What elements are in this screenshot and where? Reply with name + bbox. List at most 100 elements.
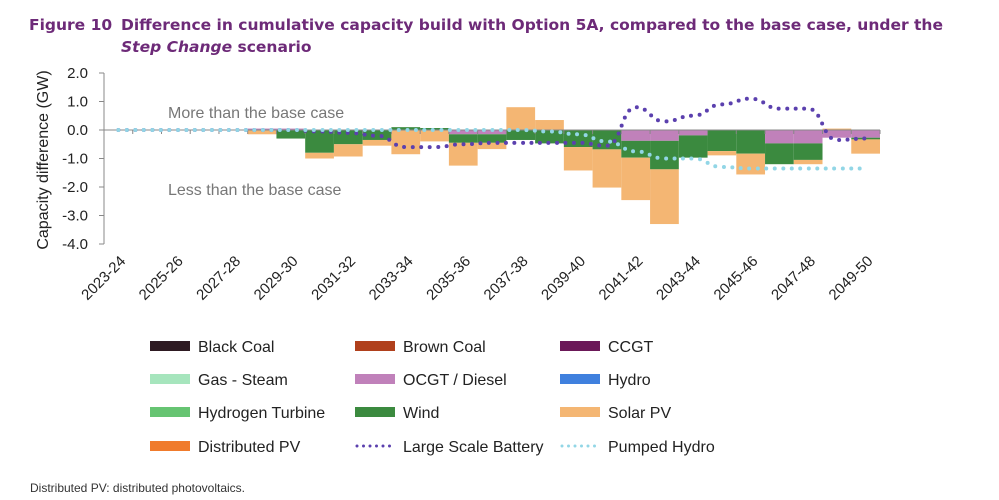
bar-solar-pv: [506, 107, 536, 130]
legend-label: Pumped Hydro: [608, 439, 715, 456]
bar-solar-pv: [793, 159, 823, 165]
x-tick-label: 2043-44: [653, 253, 704, 304]
x-tick-label: 2033-34: [366, 253, 417, 304]
bar-solar-pv: [736, 153, 766, 175]
y-tick-label: -1.0: [62, 151, 88, 168]
legend-label: Brown Coal: [403, 339, 486, 356]
bar-solar-pv: [822, 128, 852, 130]
bar-wind: [793, 143, 823, 160]
lines-layer: [116, 96, 868, 171]
legend-item: Hydro: [560, 372, 651, 389]
y-tick-label: -4.0: [62, 236, 88, 253]
bar-solar-pv: [420, 130, 449, 142]
legend-swatch-hydrogen-turbine: [150, 407, 190, 417]
x-tick-label: 2045-46: [711, 253, 762, 304]
bar-solar-pv: [362, 139, 392, 146]
bar-solar-pv: [333, 144, 363, 157]
bar-solar-pv: [707, 151, 737, 156]
legend-swatch-hydro: [560, 374, 600, 384]
bar-wind: [477, 134, 507, 143]
legend-item: CCGT: [560, 339, 654, 356]
legend-label: Large Scale Battery: [403, 439, 544, 456]
x-tick-label: 2047-48: [768, 253, 819, 304]
legend-label: Solar PV: [608, 405, 671, 422]
bar-ocgt-diesel: [765, 130, 794, 144]
y-tick-label: -3.0: [62, 208, 88, 225]
legend-item: Hydrogen Turbine: [150, 405, 325, 422]
legend-label: Gas - Steam: [198, 372, 288, 389]
bar-ocgt-diesel: [851, 130, 880, 138]
bar-wind: [678, 135, 708, 158]
legend-item: Pumped Hydro: [560, 439, 715, 456]
legend-swatch-wind: [355, 407, 395, 417]
legend-swatch-brown-coal: [355, 341, 395, 351]
annotation-more: More than the base case: [168, 105, 344, 122]
legend: Black Coal Brown Coal CCGT Gas - Steam OCGT …: [150, 339, 715, 456]
bar-wind: [736, 130, 766, 154]
x-tick-label: 2031-32: [308, 253, 359, 304]
legend-item: Brown Coal: [355, 339, 486, 356]
bar-solar-pv: [621, 157, 651, 201]
bar-ocgt-diesel: [650, 130, 679, 141]
bar-wind: [765, 143, 794, 165]
bar-wind: [535, 130, 564, 144]
bar-solar-pv: [477, 142, 507, 150]
legend-label: Hydrogen Turbine: [198, 405, 325, 422]
bar-ocgt-diesel: [793, 130, 823, 144]
legend-label: Distributed PV: [198, 439, 301, 456]
bar-ocgt-diesel: [276, 128, 306, 130]
title-part: Difference in cumulative capacity build …: [121, 16, 943, 34]
bar-ocgt-diesel: [678, 130, 708, 136]
bar-ocgt-diesel: [822, 130, 852, 138]
bar-wind: [420, 128, 449, 130]
legend-swatch-solar-pv: [560, 407, 600, 417]
legend-swatch-ccgt: [560, 341, 600, 351]
legend-swatch-gas-steam: [150, 374, 190, 384]
bar-ocgt-diesel: [448, 130, 478, 135]
x-tick-label: 2023-24: [78, 253, 129, 304]
legend-item: Distributed PV: [150, 439, 301, 456]
legend-item: Solar PV: [560, 405, 671, 422]
figure-number: Figure 10: [29, 16, 113, 34]
bar-solar-pv: [247, 130, 277, 135]
footnote: Distributed PV: distributed photovoltaic…: [30, 481, 245, 495]
bar-ocgt-diesel: [477, 130, 507, 135]
y-tick-label: 1.0: [67, 94, 88, 111]
legend-label: Wind: [403, 405, 439, 422]
bar-wind: [362, 130, 392, 140]
line-pumped-hydro: [116, 128, 868, 171]
x-tick-label: 2025-26: [136, 253, 187, 304]
y-tick-label: 2.0: [67, 65, 88, 82]
legend-swatch-black-coal: [150, 341, 190, 351]
legend-item: OCGT / Diesel: [355, 372, 507, 389]
bar-solar-pv: [448, 142, 478, 166]
legend-swatch-distributed-pv: [150, 441, 190, 451]
figure-title: Figure 10 Difference in cumulative capac…: [29, 14, 969, 58]
bar-solar-pv: [650, 169, 679, 225]
legend-item: Gas - Steam: [150, 372, 288, 389]
bar-solar-pv: [851, 139, 880, 154]
bar-solar-pv: [535, 120, 564, 130]
bar-wind: [391, 127, 421, 130]
x-tick-label: 2029-30: [251, 253, 302, 304]
x-tick-label: 2049-50: [826, 253, 877, 304]
line-large-scale-battery: [116, 96, 868, 150]
bar-solar-pv: [592, 149, 622, 188]
legend-swatch-ocgt-diesel: [355, 374, 395, 384]
bar-solar-pv: [391, 130, 421, 155]
legend-label: OCGT / Diesel: [403, 372, 507, 389]
legend-label: Black Coal: [198, 339, 274, 356]
bar-wind: [305, 130, 334, 153]
bar-wind: [448, 134, 478, 143]
bar-ocgt-diesel: [621, 130, 651, 141]
x-tick-label: 2037-38: [481, 253, 532, 304]
x-tick-label: 2027-28: [193, 253, 244, 304]
annotation-less: Less than the base case: [168, 182, 342, 199]
bar-wind: [276, 130, 306, 139]
bar-wind: [650, 140, 679, 170]
title-part: scenario: [232, 38, 312, 56]
x-tick-label: 2041-42: [596, 253, 647, 304]
figure-caption: Difference in cumulative capacity build …: [121, 14, 969, 58]
bar-wind: [707, 130, 737, 152]
